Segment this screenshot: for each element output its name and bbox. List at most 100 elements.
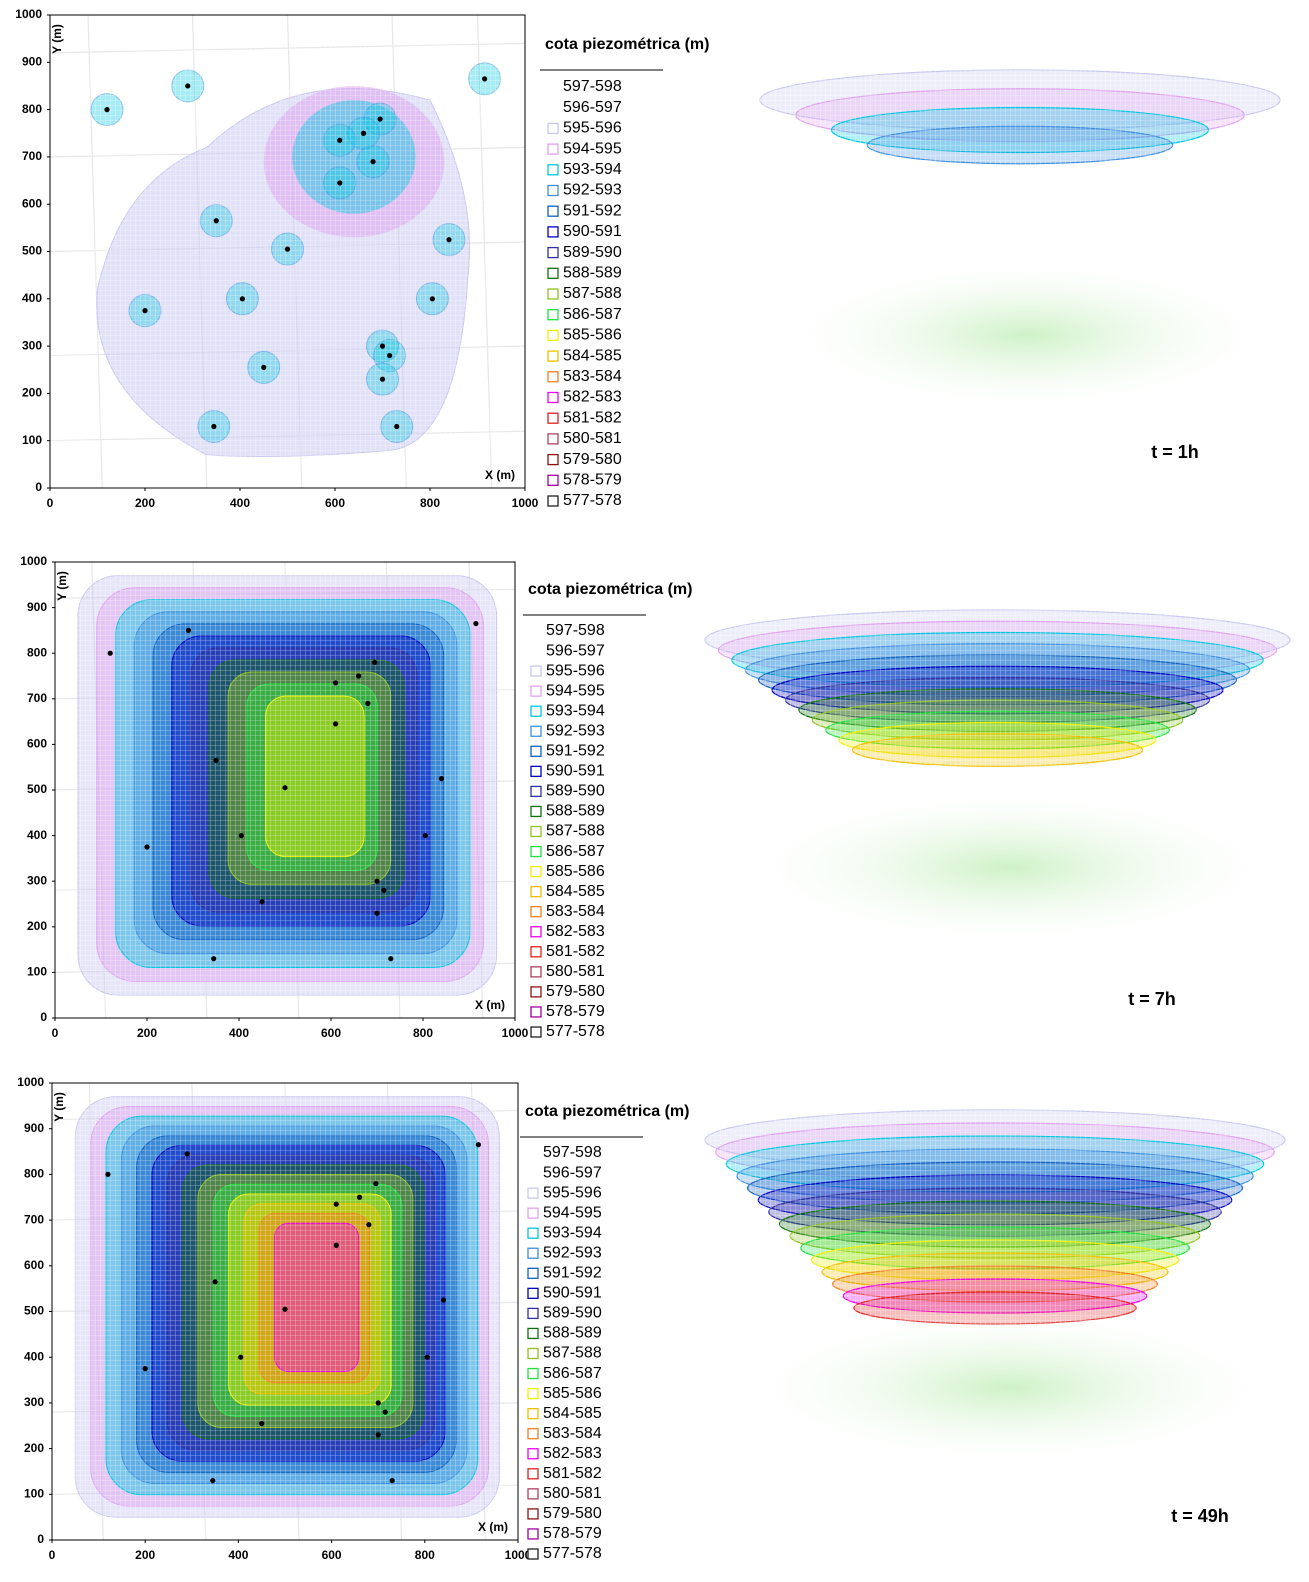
legend-label: 592-593 [563,182,622,199]
legend-swatch [531,827,541,837]
well [374,879,379,884]
well [214,218,219,223]
legend-label: 585-586 [546,863,605,880]
y-tick-label: 400 [27,828,47,842]
y-tick-label: 800 [22,102,42,116]
legend-label: 580-581 [563,430,622,447]
legend-swatch [548,268,558,278]
well [142,308,147,313]
legend-label: 596-597 [546,642,605,659]
legend-label: 591-592 [563,202,622,219]
ground-shadow [730,785,1290,950]
legend-swatch [531,987,541,997]
x-tick-label: 200 [135,496,155,510]
y-tick-label: 1000 [17,1075,44,1089]
y-tick-label: 700 [27,691,47,705]
y-tick-label: 200 [24,1441,44,1455]
legend-swatch [528,1389,538,1399]
legend-swatch [528,1308,538,1318]
legend-swatch [548,123,558,133]
legend-label: 577-578 [563,492,622,509]
legend-swatch [531,927,541,937]
well [185,1151,190,1156]
legend-label: 594-595 [563,140,622,157]
x-tick-label: 400 [230,496,250,510]
well [334,1243,339,1248]
legend-label: 590-591 [543,1285,602,1302]
y-axis-label: Y (m) [52,1092,66,1122]
legend-label: 584-585 [563,347,622,364]
y-tick-label: 600 [22,196,42,210]
x-tick-label: 600 [321,1026,341,1040]
x-tick-label: 0 [49,1548,56,1562]
legend-swatch [548,330,558,340]
legend-swatch [548,186,558,196]
legend-swatch [528,1369,538,1379]
legend-title: cota piezométrica (m) [525,1103,689,1120]
legend-label: 583-584 [543,1425,602,1442]
legend-swatch [528,1288,538,1298]
legend-label: 578-579 [546,1003,605,1020]
well [388,956,393,961]
y-tick-label: 200 [27,919,47,933]
well [423,833,428,838]
well [425,1355,430,1360]
legend-label: 593-594 [543,1224,602,1241]
legend-label: 592-593 [546,722,605,739]
legend-label: 588-589 [546,803,605,820]
legend-label: 579-580 [563,451,622,468]
y-tick-label: 300 [22,338,42,352]
legend-label: 582-583 [563,389,622,406]
well [259,1421,264,1426]
legend-swatch [528,1328,538,1338]
y-tick-label: 500 [27,782,47,796]
well [285,247,290,252]
figure: 0200400600800100001002003004005006007008… [0,0,1309,1582]
legend-swatch [531,1027,541,1037]
well [383,1409,388,1414]
x-tick-label: 800 [413,1026,433,1040]
legend-swatch [531,867,541,877]
x-axis-label: X (m) [485,468,515,482]
legend-label: 587-588 [563,285,622,302]
surface-mesh [705,610,1290,800]
y-tick-label: 900 [22,54,42,68]
legend-swatch [531,686,541,696]
well [334,1202,339,1207]
x-tick-label: 1000 [502,1026,529,1040]
legend-swatch [548,434,558,444]
well [105,1172,110,1177]
legend-label: 597-598 [546,622,605,639]
surface-mesh [760,70,1280,200]
y-tick-label: 200 [22,386,42,400]
well [376,1400,381,1405]
well [372,660,377,665]
well [361,131,366,136]
legend-swatch [531,967,541,977]
legend-label: 593-594 [563,161,622,178]
well [333,721,338,726]
legend-label: 579-580 [546,983,605,1000]
legend-swatch [528,1489,538,1499]
legend-swatch [531,666,541,676]
y-tick-label: 400 [22,291,42,305]
legend-swatch [531,806,541,816]
x-tick-label: 200 [137,1026,157,1040]
legend-swatch [548,227,558,237]
well [144,844,149,849]
legend-label: 597-598 [543,1144,602,1161]
y-tick-label: 900 [24,1121,44,1135]
legend-swatch [531,786,541,796]
well [376,1432,381,1437]
legend-label: 577-578 [543,1545,602,1562]
well [390,1478,395,1483]
legend-swatch [528,1228,538,1238]
y-tick-label: 700 [24,1212,44,1226]
well [104,107,109,112]
legend-label: 587-588 [546,823,605,840]
legend-label: 579-580 [543,1505,602,1522]
well [374,911,379,916]
legend-label: 596-597 [543,1164,602,1181]
well [213,1279,218,1284]
well [337,180,342,185]
